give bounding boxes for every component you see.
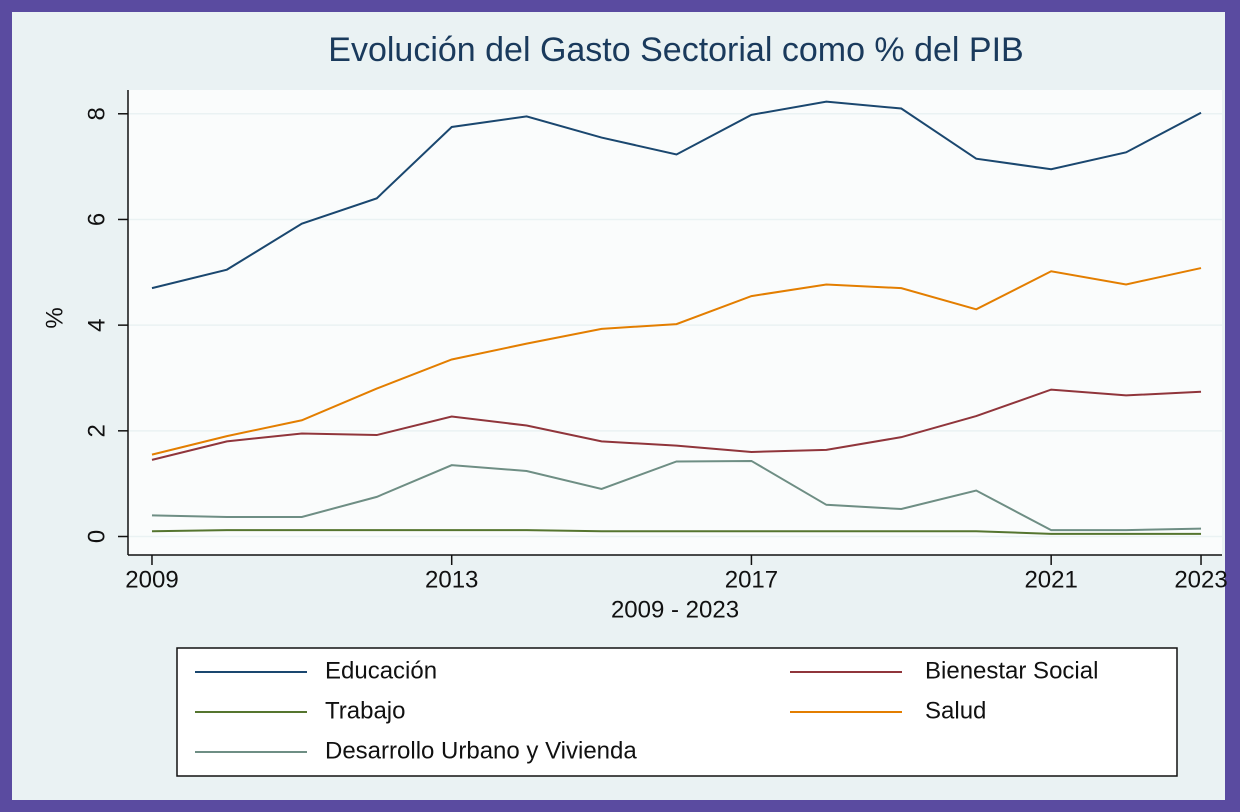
x-tick-label: 2023 [1174, 566, 1227, 593]
y-tick-label: 8 [83, 107, 110, 120]
x-axis-label: 2009 - 2023 [611, 596, 739, 623]
y-tick-label: 6 [83, 213, 110, 226]
legend-label: Trabajo [325, 697, 405, 724]
x-tick-label: 2017 [725, 566, 778, 593]
legend-label: Educación [325, 657, 437, 684]
y-tick-label: 4 [83, 318, 110, 331]
legend-box [176, 647, 1178, 777]
x-tick-label: 2009 [125, 566, 178, 593]
y-tick-label: 0 [83, 530, 110, 543]
legend-label: Desarrollo Urbano y Vivienda [325, 737, 637, 764]
line-series [151, 100, 1202, 290]
line-series [151, 459, 1202, 532]
line-series [151, 267, 1202, 456]
y-tick-label: 2 [83, 424, 110, 437]
y-axis-label: % [41, 307, 68, 328]
plot-area [128, 90, 1222, 555]
legend-label: Salud [925, 697, 986, 724]
x-tick-label: 2013 [425, 566, 478, 593]
chart-title: Evolución del Gasto Sectorial como % del… [328, 31, 1023, 69]
line-series [151, 388, 1202, 461]
line-series [151, 529, 1202, 535]
x-tick-label: 2021 [1024, 566, 1077, 593]
legend-label: Bienestar Social [925, 657, 1098, 684]
